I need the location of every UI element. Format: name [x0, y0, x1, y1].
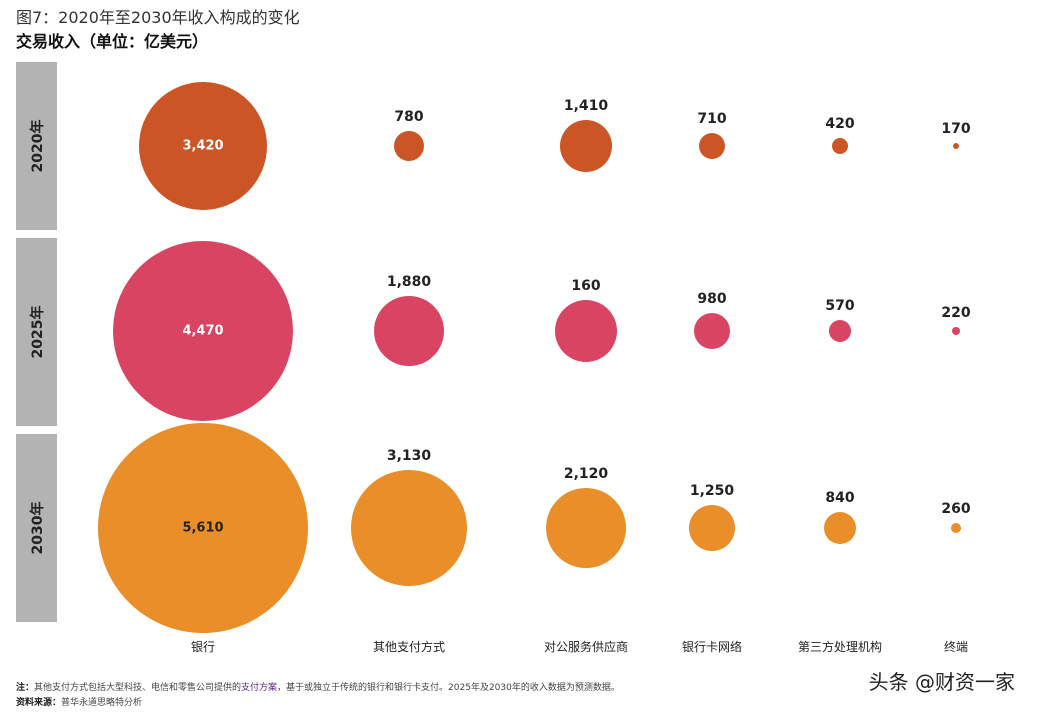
note-text-end: ，基于或独立于传统的银行和银行卡支付。2025年及2030年的收入数据为预测数据…: [277, 683, 620, 693]
note-highlight: 支付方案: [241, 683, 278, 693]
bubble: [351, 470, 467, 586]
watermark: 头条 @财资一家: [868, 670, 1015, 694]
bubble: [560, 120, 612, 172]
bubble: [394, 131, 424, 161]
data-label: 840: [825, 490, 855, 506]
bubble: [952, 327, 960, 335]
data-label: 220: [941, 305, 971, 321]
bubble: [374, 296, 444, 366]
row-label: 2020年: [29, 119, 46, 173]
bubble: [113, 241, 293, 421]
row-label: 2030年: [29, 501, 46, 555]
data-label: 4,470: [182, 323, 224, 339]
data-label: 1,250: [689, 483, 735, 499]
source-text: 普华永道思略特分析: [61, 698, 143, 708]
bubble: [98, 423, 308, 633]
data-label: 570: [825, 298, 855, 314]
data-label: 420: [825, 116, 855, 132]
bubble: [951, 523, 961, 533]
bubble: [824, 512, 856, 544]
data-label: 710: [697, 111, 727, 127]
note-text: 其他支付方式包括大型科技、电信和零售公司提供的: [34, 683, 242, 693]
bubble: [832, 138, 848, 154]
row-label: 2025年: [29, 305, 46, 359]
data-label: 2,120: [563, 466, 609, 482]
note-label: 注：: [16, 683, 35, 693]
row-label-bar: 2025年: [16, 238, 57, 426]
data-label: 1,880: [386, 274, 432, 290]
category-label: 第三方处理机构: [797, 640, 883, 654]
footnote-note: 注：其他支付方式包括大型科技、电信和零售公司提供的支付方案，基于或独立于传统的银…: [16, 680, 620, 693]
footnote-source: 资料来源：普华永道思略特分析: [16, 695, 142, 708]
row-label-bar: 2020年: [16, 62, 57, 230]
data-label: 170: [941, 121, 971, 137]
chart-title: 图7：2020年至2030年收入构成的变化: [16, 8, 300, 27]
category-label: 终端: [943, 640, 969, 654]
data-label: 980: [697, 291, 727, 307]
category-label: 对公服务供应商: [543, 640, 629, 654]
chart-subtitle: 交易收入（单位：亿美元）: [16, 32, 209, 51]
bubble: [555, 300, 617, 362]
bubble: [829, 320, 851, 342]
bubble: [689, 505, 735, 551]
category-label: 其他支付方式: [372, 640, 446, 654]
data-label: 160: [571, 278, 601, 294]
data-label: 3,420: [182, 138, 224, 154]
data-label: 780: [394, 109, 424, 125]
source-label: 资料来源：: [16, 698, 62, 708]
bubble: [139, 82, 267, 210]
data-label: 5,610: [182, 520, 224, 536]
data-label: 1,410: [563, 98, 609, 114]
category-label: 银行: [190, 640, 216, 654]
data-label: 3,130: [386, 448, 432, 464]
row-label-bar: 2030年: [16, 434, 57, 622]
category-label: 银行卡网络: [681, 640, 743, 654]
bubble: [694, 313, 730, 349]
bubble: [546, 488, 626, 568]
bubble: [699, 133, 725, 159]
bubble: [953, 143, 959, 149]
data-label: 260: [941, 501, 971, 517]
